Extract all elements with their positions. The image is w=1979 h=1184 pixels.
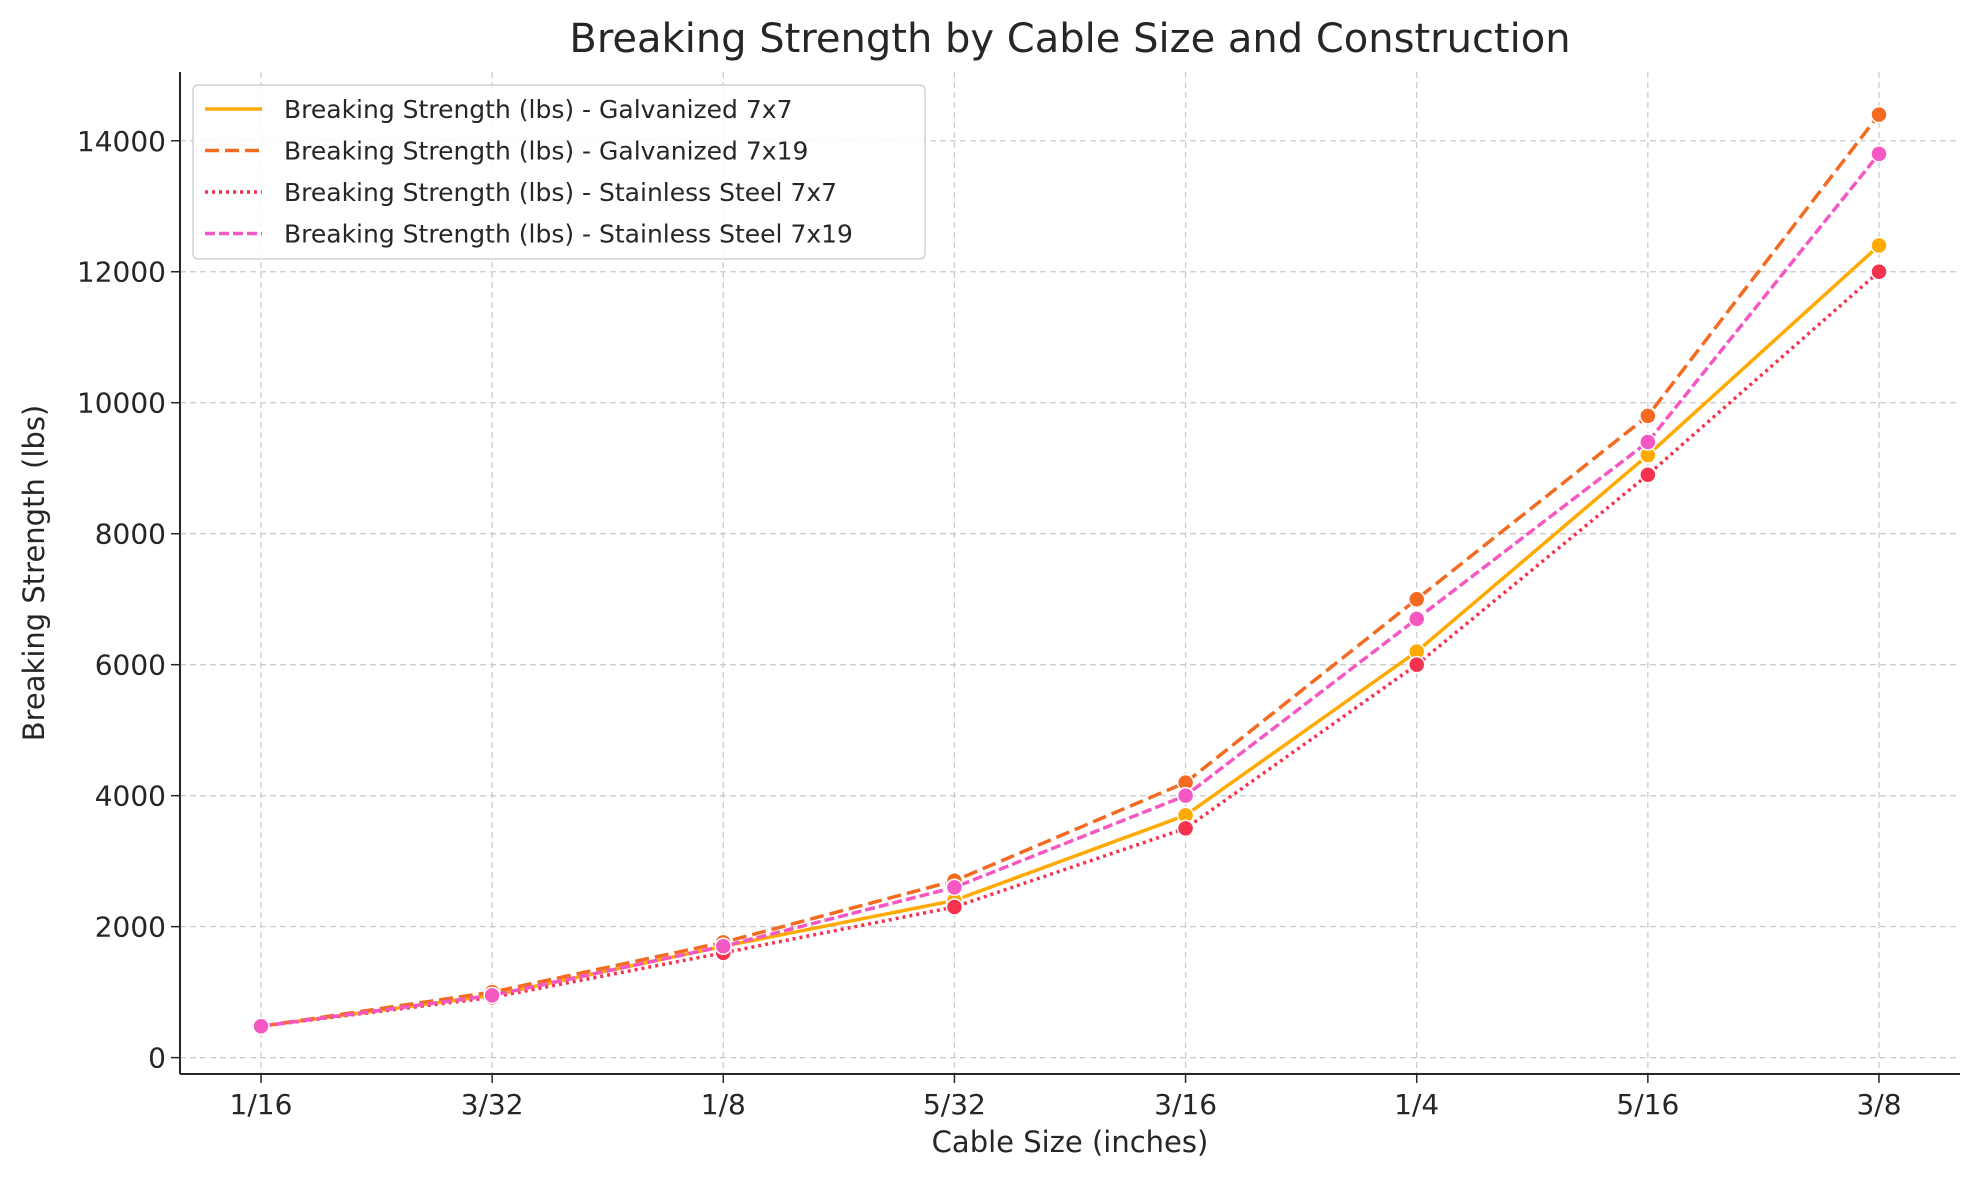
y-axis-label: Breaking Strength (lbs) [17,405,51,742]
x-tick-label: 1/8 [701,1088,746,1121]
data-point [1870,145,1888,163]
axes: 1/16 3/32 1/8 5/32 3/16 1/4 5/16 3/8 0 2000 4000 60… [77,72,1960,1121]
series-line [260,113,1881,1028]
series-line [260,152,1881,1028]
data-point [483,986,501,1005]
data-point [1176,819,1195,838]
legend-box [192,84,926,260]
legend-label: Breaking Strength (lbs) - Galvanized 7x1… [284,137,808,166]
x-tick-label: 5/32 [923,1088,986,1121]
legend: Breaking Strength (lbs) - Galvanized 7x7… [192,84,926,260]
data-point [714,937,733,956]
data-point [1176,786,1195,805]
x-axis-label: Cable Size (inches) [932,1125,1209,1159]
data-point [1870,236,1888,255]
data-point [945,878,964,897]
x-tick-label: 5/16 [1616,1088,1679,1121]
y-tick-label: 14000 [77,125,166,158]
legend-label: Breaking Strength (lbs) - Galvanized 7x7 [284,95,792,124]
y-tick-label: 6000 [95,649,166,682]
chart-title: Breaking Strength by Cable Size and Cons… [569,16,1570,62]
y-tick-label: 0 [148,1042,166,1075]
data-point [252,1017,270,1035]
y-tick-label: 10000 [77,387,166,420]
series-line [260,270,1881,1028]
y-tick-label: 4000 [95,780,166,813]
data-point [1870,262,1888,281]
data-point [1870,105,1888,124]
data-point [1639,407,1657,425]
legend-label: Breaking Strength (lbs) - Stainless Stee… [284,220,853,249]
legend-label: Breaking Strength (lbs) - Stainless Stee… [284,178,837,207]
grid [180,72,1960,1074]
series-layer [252,105,1888,1035]
x-tick-label: 3/8 [1856,1088,1901,1121]
data-point [945,898,964,916]
data-point [1407,590,1426,608]
data-point [1639,466,1657,484]
x-tick-label: 1/4 [1394,1088,1439,1121]
x-tick-label: 3/32 [461,1088,524,1121]
data-point [1407,610,1426,628]
y-tick-label: 8000 [95,518,166,551]
x-tick-label: 1/16 [230,1088,293,1121]
data-point [1407,655,1426,674]
y-tick-label: 12000 [77,256,166,289]
x-tick-label: 3/16 [1154,1088,1217,1121]
y-tick-label: 2000 [95,911,166,944]
series-line [260,244,1881,1028]
data-point [1639,433,1657,451]
